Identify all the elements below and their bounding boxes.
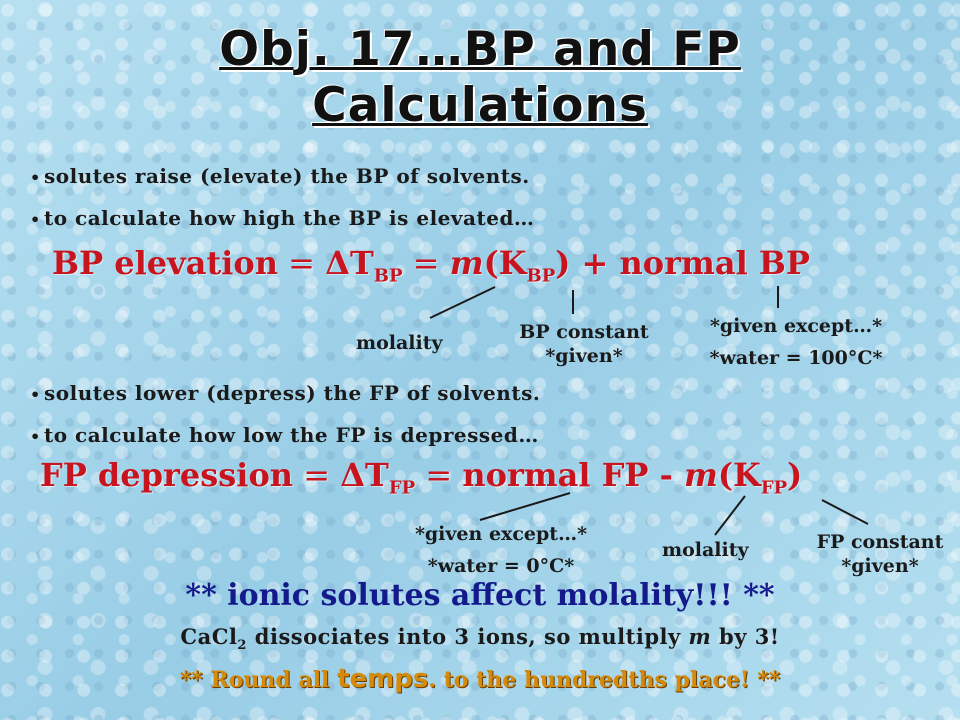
cacl2-note: CaCl2 dissociates into 3 ions, so multip… (0, 624, 960, 653)
bp-molality-symbol: m (449, 244, 484, 282)
bp-normal-term: + normal BP (570, 244, 810, 282)
cacl2-subscript: 2 (237, 638, 247, 654)
fp-eq-sign-2: = (415, 456, 463, 494)
fp-normal-note: *given except…* *water = 0°C* (390, 518, 612, 582)
bp-normal-note: *given except…* *water = 100°C* (688, 310, 904, 374)
fp-constant-term: (KFP) (717, 456, 803, 499)
fp-molality-pointer (714, 495, 746, 536)
cacl2-molality-symbol: m (688, 624, 712, 649)
fp-molality-note: molality (662, 539, 749, 561)
bp-molality-pointer (429, 286, 496, 319)
fp-constant-note: FP constant *given* (800, 530, 960, 578)
delta-t-fp: ΔTFP (340, 456, 416, 499)
fp-label: FP depression (40, 456, 294, 494)
fp-water-value: *water = 0°C* (427, 555, 575, 577)
bp-constant-term: (KBP) (483, 244, 571, 287)
rounding-temps: temps (337, 664, 429, 694)
bp-label: BP elevation (52, 244, 278, 282)
fp-normal-pointer (479, 492, 571, 521)
bp-constant-label: BP constant (519, 321, 649, 343)
bp-water-value: *water = 100°C* (709, 347, 883, 369)
fp-constant-pointer (821, 499, 869, 525)
fp-molality-symbol: m (684, 456, 718, 494)
fp-eq-sign-1: = (293, 456, 341, 494)
bp-molality-note: molality (356, 332, 443, 354)
ionic-note: ** ionic solutes affect molality!!! ** (185, 578, 775, 613)
bp-eq-sign-1: = (278, 244, 326, 282)
fp-given-except: *given except…* (414, 523, 588, 545)
rounding-note: ** Round all temps. to the hundredths pl… (0, 664, 960, 694)
rounding-pre: ** Round all (179, 667, 338, 693)
fp-constant-given: *given* (841, 555, 919, 577)
rounding-post: . to the hundredths place! ** (428, 667, 781, 693)
title-line-1: Obj. 17…BP and FP (219, 22, 741, 77)
bullet-bp-calc: to calculate how high the BP is elevated… (30, 206, 534, 230)
bullet-fp-lower: solutes lower (depress) the FP of solven… (30, 381, 540, 405)
page-title: Obj. 17…BP and FP Calculations (0, 22, 960, 134)
bp-constant-given: *given* (545, 345, 623, 367)
bullet-fp-calc: to calculate how low the FP is depressed… (30, 423, 539, 447)
fp-equation: FP depression = ΔTFP = normal FP - m(KFP… (40, 456, 802, 498)
cacl2-end: by 3! (711, 624, 780, 649)
title-line-2: Calculations (312, 78, 648, 133)
fp-constant-label: FP constant (816, 531, 944, 553)
bp-constant-note: BP constant *given* (504, 320, 664, 368)
delta-t-bp: ΔTBP (325, 244, 403, 287)
cacl2-formula: CaCl (180, 624, 238, 649)
cacl2-text: dissociates into 3 ions, so multiply (246, 624, 689, 649)
bullet-bp-raise: solutes raise (elevate) the BP of solven… (30, 164, 530, 188)
bp-equation: BP elevation = ΔTBP = m(KBP) + normal BP (52, 244, 810, 286)
bp-given-except: *given except…* (709, 315, 883, 337)
bp-eq-sign-2: = (402, 244, 450, 282)
fp-normal-term: normal FP - (462, 456, 685, 494)
